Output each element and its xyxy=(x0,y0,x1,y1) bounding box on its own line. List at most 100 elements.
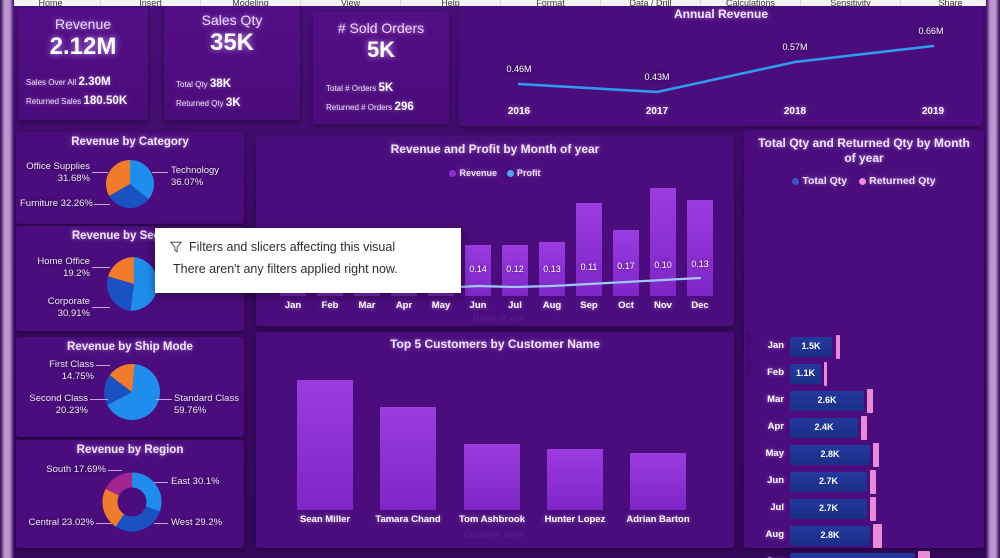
x-axis-title-month: Month of year xyxy=(472,314,526,323)
chart-title-revenue-by-category: Revenue by Category xyxy=(71,136,189,148)
bar-revenue-nov[interactable] xyxy=(650,188,676,296)
qty-row-feb[interactable]: Feb 1.1K xyxy=(744,362,984,386)
legend-item-returned-qty[interactable]: Returned Qty xyxy=(859,175,936,187)
bar-total-qty-jan[interactable]: 1.5K xyxy=(790,337,832,357)
kpi-sub-label: Sales Over All xyxy=(26,78,77,87)
bar-returned-qty-mar[interactable] xyxy=(867,389,873,413)
bar-returned-qty-jun[interactable] xyxy=(870,470,876,494)
bar-customer-sean-miller[interactable] xyxy=(297,380,353,510)
kpi-sub-value: 3K xyxy=(225,96,241,109)
chart-qty-by-month[interactable]: Total Qty and Returned Qty by Month of y… xyxy=(744,130,984,558)
x-tick-2019: 2019 xyxy=(921,106,945,117)
legend-swatch-profit xyxy=(507,169,515,177)
bar-total-qty-aug[interactable]: 2.8K xyxy=(790,526,870,546)
legend-revenue-profit[interactable]: Revenue Profit xyxy=(256,168,734,178)
kpi-sub-value: 38K xyxy=(209,77,232,90)
y-tick-mar: Mar xyxy=(767,394,784,405)
menu-item-insert[interactable]: Insert xyxy=(100,0,200,6)
chart-annual-revenue[interactable]: Annual Revenue 0.46M 0.43M 0.57M 0.66M 2… xyxy=(459,2,983,126)
menu-item-format[interactable]: Format xyxy=(500,0,600,6)
filter-popup-body: There aren't any filters applied right n… xyxy=(173,262,398,276)
kpi-card-revenue[interactable]: Revenue 2.12M Sales Over All 2.30M Retur… xyxy=(18,8,148,120)
leader-line-central xyxy=(96,523,112,524)
bar-revenue-oct[interactable] xyxy=(613,230,639,296)
bar-customer-tom-ashbrook[interactable] xyxy=(464,444,520,510)
kpi-sub-value: 2.30M xyxy=(78,75,111,88)
ribbon-menubar[interactable]: Home Insert Modeling View Help Format Da… xyxy=(0,0,1000,6)
bar-customer-tamara-chand[interactable] xyxy=(380,407,436,510)
qty-row-mar[interactable]: Mar 2.6K xyxy=(744,389,984,413)
data-label-profit-sep: 0.11 xyxy=(580,262,598,272)
leader-line-corporate xyxy=(92,307,110,308)
menu-item-view[interactable]: View xyxy=(300,0,400,6)
filter-popup-heading: Filters and slicers affecting this visua… xyxy=(189,240,396,254)
qty-row-sep[interactable]: Sep 5.1K xyxy=(744,551,984,558)
bar-total-qty-jul[interactable]: 2.7K xyxy=(790,499,867,519)
x-axis-title-customer-name: Customer Name xyxy=(464,530,526,539)
bar-total-qty-mar[interactable]: 2.6K xyxy=(790,391,864,411)
bar-returned-qty-may[interactable] xyxy=(873,443,879,467)
x-tick-oct: Oct xyxy=(618,300,634,311)
kpi-card-sold-orders[interactable]: # Sold Orders 5K Total # Orders 5K Retur… xyxy=(313,12,449,124)
x-tick-tom-ashbrook: Tom Ashbrook xyxy=(459,514,525,525)
chart-revenue-by-ship-mode[interactable]: Revenue by Ship Mode First Class 14.75% … xyxy=(16,337,244,437)
chart-title-revenue-by-ship-mode: Revenue by Ship Mode xyxy=(67,341,193,353)
bar-revenue-dec[interactable] xyxy=(687,200,713,296)
chart-top-5-customers[interactable]: Top 5 Customers by Customer Name Sean Mi… xyxy=(256,332,734,548)
bar-returned-qty-aug[interactable] xyxy=(873,524,882,548)
bar-returned-qty-jan[interactable] xyxy=(836,335,840,359)
kpi-sub-returned-orders: Returned # Orders 296 xyxy=(326,100,449,113)
menu-item-sensitivity[interactable]: Sensitivity xyxy=(800,0,900,6)
bar-total-qty-may[interactable]: 2.8K xyxy=(790,445,870,465)
chart-revenue-by-category[interactable]: Revenue by Category Technology 36.07% Of… xyxy=(16,132,244,224)
qty-row-jan[interactable]: Jan 1.5K xyxy=(744,335,984,359)
menu-item-help[interactable]: Help xyxy=(400,0,500,6)
bar-revenue-sep[interactable] xyxy=(576,203,602,296)
legend-item-total-qty[interactable]: Total Qty xyxy=(792,175,847,187)
legend-item-profit[interactable]: Profit xyxy=(507,168,541,178)
legend-item-revenue[interactable]: Revenue xyxy=(449,168,497,178)
bar-total-qty-apr[interactable]: 2.4K xyxy=(790,418,858,438)
revenue-by-region-donut xyxy=(102,472,162,532)
chart-revenue-by-region[interactable]: Revenue by Region South 17.69% East 30.1… xyxy=(16,440,244,548)
qty-row-jun[interactable]: Jun 2.7K xyxy=(744,470,984,494)
pie-label-technology: Technology 36.07% xyxy=(171,165,220,188)
x-tick-2017: 2017 xyxy=(645,106,669,117)
qty-row-may[interactable]: May 2.8K xyxy=(744,443,984,467)
leader-line-furniture xyxy=(94,204,110,205)
menu-item-share[interactable]: Share xyxy=(900,0,1000,6)
bar-total-qty-feb[interactable]: 1.1K xyxy=(790,364,821,384)
menu-item-data-drill[interactable]: Data / Drill xyxy=(600,0,700,6)
data-label-profit-oct: 0.17 xyxy=(617,261,635,271)
bar-returned-qty-sep[interactable] xyxy=(918,551,930,558)
menu-item-home[interactable]: Home xyxy=(0,0,100,6)
bar-total-qty-sep[interactable]: 5.1K xyxy=(790,553,915,558)
qty-row-aug[interactable]: Aug 2.8K xyxy=(744,524,984,548)
bar-returned-qty-jul[interactable] xyxy=(870,497,876,521)
chart-title-revenue-profit: Revenue and Profit by Month of year xyxy=(390,142,600,156)
kpi-card-sales-qty[interactable]: Sales Qty 35K Total Qty 38K Returned Qty… xyxy=(164,4,300,120)
kpi-sub-value: 180.50K xyxy=(83,94,128,107)
qty-row-jul[interactable]: Jul 2.7K xyxy=(744,497,984,521)
legend-qty[interactable]: Total Qty Returned Qty xyxy=(744,175,984,187)
y-tick-apr: Apr xyxy=(767,421,784,432)
bar-returned-qty-apr[interactable] xyxy=(861,416,867,440)
bar-customer-hunter-lopez[interactable] xyxy=(547,449,603,510)
kpi-value-sold-orders: 5K xyxy=(366,37,396,62)
menu-item-modeling[interactable]: Modeling xyxy=(200,0,300,6)
bar-customer-adrian-barton[interactable] xyxy=(630,453,686,510)
chart-title-qty-by-month: Total Qty and Returned Qty by Month of y… xyxy=(758,136,970,165)
bar-returned-qty-feb[interactable] xyxy=(824,362,827,386)
bar-total-qty-jun[interactable]: 2.7K xyxy=(790,472,867,492)
qty-row-apr[interactable]: Apr 2.4K xyxy=(744,416,984,440)
x-tick-2016: 2016 xyxy=(507,106,531,117)
x-tick-2018: 2018 xyxy=(783,106,807,117)
filters-and-slicers-popup[interactable]: Filters and slicers affecting this visua… xyxy=(155,228,461,293)
y-tick-jan: Jan xyxy=(767,340,784,351)
data-label-profit-dec: 0.13 xyxy=(691,259,709,269)
menu-item-calculations[interactable]: Calculations xyxy=(700,0,800,6)
x-tick-adrian-barton: Adrian Barton xyxy=(626,514,690,525)
kpi-sub-returned-qty: Returned Qty 3K xyxy=(176,96,300,109)
point-label-2017: 0.43M xyxy=(644,72,670,82)
leader-line-office-supplies xyxy=(92,172,108,173)
